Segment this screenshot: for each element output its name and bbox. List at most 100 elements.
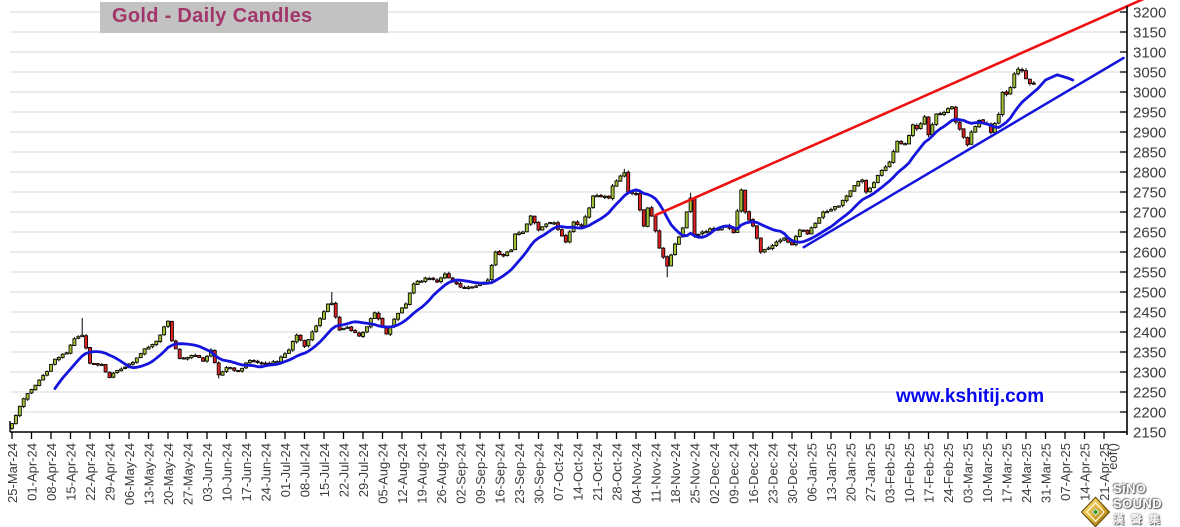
candle-body [868,187,872,193]
y-tick-label: 2400 [1133,325,1166,342]
candle-body [821,211,826,218]
x-tick-label: 14-Oct-24 [571,443,586,501]
candle-body [283,353,287,358]
candle-body [25,393,30,400]
candle-body [1000,91,1005,115]
x-tick-label: 13-Jan-25 [824,443,839,502]
candle-body [688,197,693,213]
y-tick-label: 3000 [1133,85,1166,102]
candle-body [130,361,135,365]
x-axis-labels: 25-Mar-24 01-Apr-24 08-Apr-24 15-Apr-24 22-A… [5,432,1120,505]
candle-body [72,338,77,346]
y-tick-label: 3100 [1133,45,1166,62]
y-tick-label: 2250 [1133,385,1166,402]
candle-body [49,364,53,372]
candle-body [957,121,962,130]
y-tick-label: 3200 [1133,5,1166,22]
candle-body [548,222,553,225]
candle-body [848,190,853,197]
moving-average-line [53,73,1075,391]
candle-body [575,221,580,225]
candle-body [240,367,245,372]
candle-body [903,143,908,146]
candle-body [361,332,365,337]
candle-body [111,372,116,378]
candle-body [458,283,463,288]
x-tick-label: 24-Feb-25 [941,443,956,503]
x-tick-label: 16-Dec-24 [746,443,761,504]
candle-body [610,185,615,199]
candle-body [653,215,658,232]
candle-body [411,283,416,294]
x-tick-label: 01-Apr-24 [25,443,40,501]
candle-body [329,302,334,305]
y-tick-label: 2800 [1133,165,1166,182]
candle-body [64,352,69,355]
candle-body [166,320,170,327]
candle-body [517,232,521,235]
candle-body [899,141,904,145]
candle-body [676,236,681,245]
candle-body [836,205,841,208]
candle-body [220,371,225,376]
candle-body [832,206,837,210]
candle-body [228,367,233,370]
candle-body [403,303,408,309]
candle-body [766,247,771,250]
x-tick-label: 29-Apr-24 [103,443,118,501]
candle-body [95,363,100,366]
candle-body [587,207,592,218]
candles-layer [10,66,1036,430]
candle-body [684,211,689,229]
candle-body [559,229,564,237]
candle-body [255,360,260,363]
y-tick-label: 2500 [1133,285,1166,302]
trendline-rising-support [802,56,1125,249]
x-tick-label: 17-Mar-25 [1000,443,1015,503]
candle-body [497,250,502,255]
x-tick-label: 08-Apr-24 [44,443,59,501]
candle-body [353,330,358,334]
candle-body [583,216,588,227]
candle-body [302,340,307,347]
candle-body [871,182,876,189]
candle-body [696,233,701,236]
candle-body [119,368,124,372]
candle-body [318,318,323,326]
candle-body [314,325,319,332]
candle-body [532,215,537,224]
y-tick-label: 2450 [1133,305,1166,322]
x-tick-label: 04-Nov-24 [629,443,644,504]
x-tick-label: 07-Oct-24 [551,443,566,501]
candle-body [618,175,623,182]
y-tick-label: 3150 [1133,25,1166,42]
candle-body [290,341,295,351]
candle-body [41,375,46,381]
candle-body [427,278,432,281]
candle-body [439,277,443,283]
gridlines [10,11,1127,433]
candle-body [758,237,763,253]
chart-title: Gold - Daily Candles [100,2,388,33]
candle-body [563,234,568,243]
candle-body [805,229,810,235]
candle-body [60,353,65,358]
candle-body [88,346,92,364]
candle-body [189,355,194,359]
candle-body [1004,91,1009,95]
candle-body [840,199,845,206]
candle-body [879,169,884,176]
candle-body [524,223,529,233]
candle-body [193,354,198,357]
x-tick-label: 24-Jun-24 [259,443,274,502]
candle-body [634,193,638,196]
x-tick-label: 23-Dec-24 [766,443,781,504]
y-axis-labels: 2150 2200 2250 2300 2350 2400 2450 2500 2550 2600… [1120,5,1166,442]
y-tick-label: 2600 [1133,245,1166,262]
candle-body [1027,78,1032,85]
x-tick-label: 02-Dec-24 [707,443,722,504]
candle-body [10,423,14,429]
x-tick-label: 28-Oct-24 [610,443,625,501]
x-tick-label: 08-Jul-24 [298,443,313,497]
